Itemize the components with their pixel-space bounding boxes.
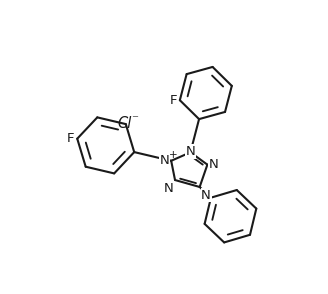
Text: Cl: Cl <box>118 116 132 131</box>
Text: N: N <box>209 158 219 171</box>
Text: F: F <box>67 132 74 145</box>
Text: N: N <box>160 154 170 167</box>
Text: N: N <box>201 188 211 201</box>
Text: N: N <box>186 145 195 158</box>
Text: +: + <box>169 151 178 161</box>
Text: F: F <box>169 94 177 107</box>
Text: ⁻: ⁻ <box>132 113 138 126</box>
Text: N: N <box>164 182 174 195</box>
